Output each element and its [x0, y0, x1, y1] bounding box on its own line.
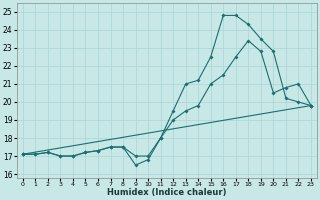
X-axis label: Humidex (Indice chaleur): Humidex (Indice chaleur) [107, 188, 227, 197]
